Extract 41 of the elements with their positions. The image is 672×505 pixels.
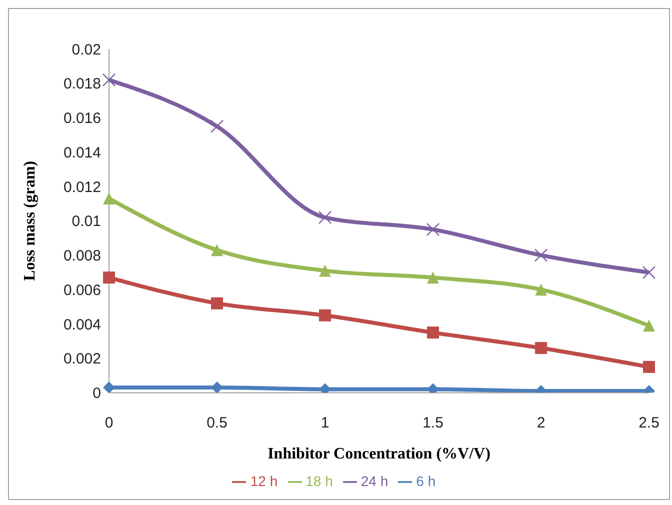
y-tick-label: 0.012	[63, 178, 101, 196]
y-tick-label: 0.004	[63, 316, 101, 334]
x-tick-label: 0.5	[206, 414, 228, 432]
x-tick-label: 1	[320, 414, 330, 432]
point	[643, 320, 655, 332]
point	[426, 222, 440, 236]
point	[319, 309, 331, 322]
y-tick-label: 0.002	[63, 350, 101, 368]
point	[535, 284, 547, 296]
x-tick-label: 2	[536, 414, 546, 432]
point	[643, 360, 655, 373]
y-tick-label: 0.016	[63, 110, 101, 128]
point	[427, 272, 439, 284]
y-axis-title: Loss mass (gram)	[22, 160, 39, 281]
point	[318, 210, 332, 224]
point	[103, 192, 115, 205]
x-tick-label: 0	[104, 414, 114, 432]
point	[210, 120, 224, 133]
legend-label: 18 h	[306, 472, 333, 489]
y-tick-label: 0.008	[63, 248, 101, 265]
x-axis-title: Inhibitor Concentration (%V/V)	[268, 446, 490, 463]
y-tick-label: 0	[92, 385, 101, 402]
point	[102, 73, 116, 87]
point	[642, 266, 656, 280]
x-tick-label: 2.5	[638, 414, 660, 432]
point	[103, 272, 115, 284]
point	[535, 342, 547, 354]
legend-label: 24 h	[360, 472, 388, 489]
point	[319, 264, 331, 277]
y-tick-label: 0.006	[63, 282, 101, 299]
y-tick-label: 0.02	[72, 41, 101, 58]
y-tick-label: 0.014	[63, 144, 101, 162]
point	[211, 244, 223, 256]
point	[427, 326, 439, 339]
legend-label: 12 h	[250, 472, 278, 489]
point	[534, 248, 548, 262]
legend-label: 6 h	[416, 472, 436, 489]
y-tick-label: 0.01	[72, 213, 101, 230]
point	[211, 297, 223, 310]
x-tick-label: 1.5	[422, 414, 444, 432]
y-tick-label: 0.018	[63, 76, 101, 93]
